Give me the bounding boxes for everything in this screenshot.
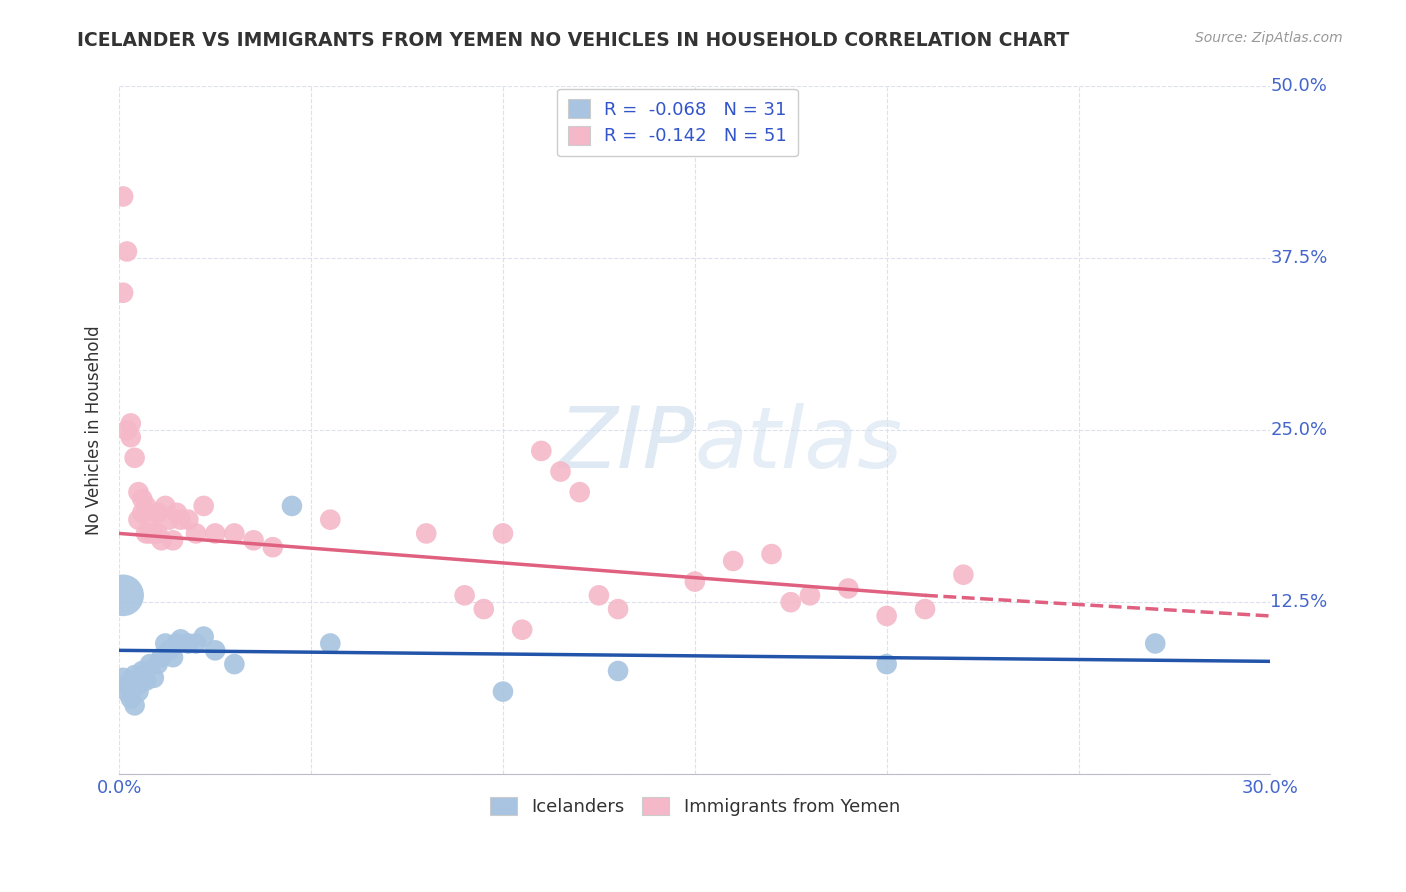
Point	[127, 678, 149, 692]
Point	[166, 636, 188, 650]
Point	[568, 485, 591, 500]
Point	[607, 602, 630, 616]
Point	[184, 636, 207, 650]
Legend: Icelanders, Immigrants from Yemen: Icelanders, Immigrants from Yemen	[482, 789, 907, 823]
Text: ZIP: ZIP	[558, 402, 695, 485]
Point	[120, 673, 142, 688]
Point	[112, 671, 135, 685]
Point	[281, 499, 304, 513]
Point	[224, 526, 246, 541]
Point	[135, 526, 157, 541]
Point	[146, 506, 169, 520]
Point	[157, 513, 180, 527]
Point	[115, 684, 138, 698]
Point	[139, 526, 162, 541]
Point	[131, 506, 153, 520]
Point	[193, 499, 215, 513]
Point	[169, 513, 191, 527]
Point	[472, 602, 495, 616]
Point	[1144, 636, 1167, 650]
Point	[139, 657, 162, 672]
Point	[952, 567, 974, 582]
Point	[120, 430, 142, 444]
Point	[115, 678, 138, 692]
Point	[876, 609, 898, 624]
Point	[135, 499, 157, 513]
Point	[146, 657, 169, 672]
Point	[127, 513, 149, 527]
Point	[115, 423, 138, 437]
Point	[683, 574, 706, 589]
Point	[204, 526, 226, 541]
Point	[224, 657, 246, 672]
Point	[492, 526, 515, 541]
Y-axis label: No Vehicles in Household: No Vehicles in Household	[86, 326, 103, 535]
Point	[162, 533, 184, 548]
Point	[453, 588, 475, 602]
Point	[492, 684, 515, 698]
Point	[193, 630, 215, 644]
Point	[319, 636, 342, 650]
Point	[550, 465, 572, 479]
Point	[115, 244, 138, 259]
Point	[588, 588, 610, 602]
Point	[415, 526, 437, 541]
Point	[127, 684, 149, 698]
Point	[530, 444, 553, 458]
Point	[155, 499, 177, 513]
Text: 37.5%: 37.5%	[1271, 250, 1327, 268]
Point	[607, 664, 630, 678]
Point	[124, 450, 146, 465]
Text: ICELANDER VS IMMIGRANTS FROM YEMEN NO VEHICLES IN HOUSEHOLD CORRELATION CHART: ICELANDER VS IMMIGRANTS FROM YEMEN NO VE…	[77, 31, 1070, 50]
Point	[120, 691, 142, 706]
Point	[112, 285, 135, 300]
Point	[721, 554, 744, 568]
Point	[166, 506, 188, 520]
Point	[150, 533, 173, 548]
Point	[184, 526, 207, 541]
Text: 12.5%: 12.5%	[1271, 593, 1327, 611]
Point	[262, 540, 284, 554]
Point	[157, 643, 180, 657]
Point	[124, 668, 146, 682]
Point	[120, 417, 142, 431]
Point	[155, 636, 177, 650]
Point	[510, 623, 533, 637]
Point	[177, 636, 200, 650]
Text: Source: ZipAtlas.com: Source: ZipAtlas.com	[1195, 31, 1343, 45]
Point	[127, 485, 149, 500]
Point	[142, 526, 165, 541]
Point	[135, 673, 157, 688]
Point	[914, 602, 936, 616]
Point	[131, 491, 153, 506]
Text: atlas: atlas	[695, 402, 903, 485]
Text: 25.0%: 25.0%	[1271, 421, 1327, 439]
Point	[204, 643, 226, 657]
Point	[112, 588, 135, 602]
Point	[162, 650, 184, 665]
Point	[146, 526, 169, 541]
Point	[142, 671, 165, 685]
Point	[131, 664, 153, 678]
Point	[242, 533, 264, 548]
Point	[799, 588, 821, 602]
Point	[761, 547, 783, 561]
Point	[169, 632, 191, 647]
Point	[150, 650, 173, 665]
Text: 50.0%: 50.0%	[1271, 78, 1327, 95]
Point	[837, 582, 859, 596]
Point	[779, 595, 801, 609]
Point	[177, 513, 200, 527]
Point	[876, 657, 898, 672]
Point	[124, 698, 146, 713]
Point	[319, 513, 342, 527]
Point	[112, 189, 135, 203]
Point	[139, 513, 162, 527]
